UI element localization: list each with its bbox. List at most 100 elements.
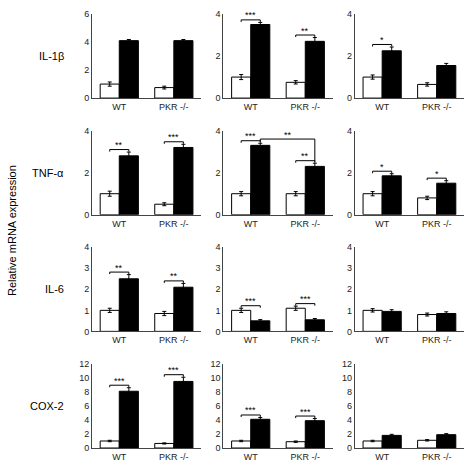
svg-text:4: 4 <box>84 126 89 136</box>
svg-text:4: 4 <box>216 415 221 425</box>
svg-text:PKR -/-: PKR -/- <box>422 219 452 229</box>
svg-text:3: 3 <box>347 263 352 273</box>
svg-text:0: 0 <box>347 443 352 453</box>
svg-text:WT: WT <box>375 452 389 462</box>
svg-text:0: 0 <box>84 210 89 220</box>
svg-text:WT: WT <box>244 219 258 229</box>
svg-text:***: *** <box>168 132 179 142</box>
svg-text:10: 10 <box>342 373 352 383</box>
svg-text:8: 8 <box>216 387 221 397</box>
svg-text:10: 10 <box>79 373 89 383</box>
svg-text:4: 4 <box>84 242 89 252</box>
svg-text:2: 2 <box>84 65 89 75</box>
svg-text:8: 8 <box>347 387 352 397</box>
svg-text:2: 2 <box>84 284 89 294</box>
svg-text:6: 6 <box>216 401 221 411</box>
svg-text:PKR -/-: PKR -/- <box>422 452 452 462</box>
svg-text:4: 4 <box>216 126 221 136</box>
svg-text:6: 6 <box>84 9 89 19</box>
svg-text:2: 2 <box>347 168 352 178</box>
svg-text:***: *** <box>245 10 256 20</box>
svg-text:***: *** <box>300 294 311 304</box>
svg-text:WT: WT <box>112 452 126 462</box>
svg-text:0: 0 <box>347 93 352 103</box>
svg-text:4: 4 <box>216 9 221 19</box>
svg-text:**: ** <box>284 130 292 140</box>
svg-text:0: 0 <box>84 327 89 337</box>
svg-text:4: 4 <box>347 9 352 19</box>
svg-text:TNF-α: TNF-α <box>32 167 64 179</box>
svg-text:COX-2: COX-2 <box>30 400 64 412</box>
svg-text:**: ** <box>170 271 178 281</box>
svg-text:PKR -/-: PKR -/- <box>159 219 189 229</box>
svg-text:4: 4 <box>216 242 221 252</box>
svg-text:0: 0 <box>347 210 352 220</box>
svg-text:PKR -/-: PKR -/- <box>159 335 189 345</box>
svg-text:PKR -/-: PKR -/- <box>159 452 189 462</box>
svg-text:12: 12 <box>211 359 221 369</box>
svg-text:*: * <box>380 162 384 172</box>
svg-text:Relative mRNA expression: Relative mRNA expression <box>6 165 18 296</box>
svg-text:2: 2 <box>216 429 221 439</box>
svg-text:WT: WT <box>375 335 389 345</box>
svg-text:4: 4 <box>347 242 352 252</box>
svg-text:PKR -/-: PKR -/- <box>291 335 321 345</box>
svg-text:*: * <box>435 169 439 179</box>
svg-text:PKR -/-: PKR -/- <box>422 335 452 345</box>
svg-text:WT: WT <box>112 335 126 345</box>
svg-text:***: *** <box>245 296 256 306</box>
svg-text:0: 0 <box>216 210 221 220</box>
svg-text:**: ** <box>301 151 309 161</box>
svg-text:PKR -/-: PKR -/- <box>422 102 452 112</box>
svg-text:PKR -/-: PKR -/- <box>291 219 321 229</box>
svg-text:0: 0 <box>216 93 221 103</box>
svg-text:3: 3 <box>84 263 89 273</box>
svg-text:6: 6 <box>347 401 352 411</box>
svg-text:WT: WT <box>112 219 126 229</box>
svg-text:2: 2 <box>347 51 352 61</box>
svg-text:IL-6: IL-6 <box>45 283 64 295</box>
svg-text:0: 0 <box>216 327 221 337</box>
svg-text:4: 4 <box>347 415 352 425</box>
svg-text:2: 2 <box>347 284 352 294</box>
svg-text:WT: WT <box>375 219 389 229</box>
svg-text:2: 2 <box>84 168 89 178</box>
svg-text:0: 0 <box>84 443 89 453</box>
svg-text:8: 8 <box>84 387 89 397</box>
svg-text:2: 2 <box>216 168 221 178</box>
svg-text:4: 4 <box>84 415 89 425</box>
svg-text:0: 0 <box>347 327 352 337</box>
svg-text:WT: WT <box>112 102 126 112</box>
svg-text:***: *** <box>245 405 256 415</box>
svg-text:1: 1 <box>347 305 352 315</box>
svg-text:**: ** <box>115 140 123 150</box>
svg-text:***: *** <box>114 376 125 386</box>
svg-text:WT: WT <box>244 335 258 345</box>
svg-text:2: 2 <box>216 51 221 61</box>
svg-text:***: *** <box>245 131 256 141</box>
svg-text:0: 0 <box>84 93 89 103</box>
svg-text:IL-1β: IL-1β <box>39 50 64 62</box>
svg-text:2: 2 <box>216 284 221 294</box>
svg-text:1: 1 <box>216 305 221 315</box>
svg-text:0: 0 <box>216 443 221 453</box>
svg-text:***: *** <box>300 407 311 417</box>
svg-text:3: 3 <box>216 263 221 273</box>
svg-text:*: * <box>380 35 384 45</box>
svg-text:WT: WT <box>375 102 389 112</box>
svg-text:PKR -/-: PKR -/- <box>159 102 189 112</box>
svg-text:10: 10 <box>211 373 221 383</box>
svg-text:PKR -/-: PKR -/- <box>291 102 321 112</box>
svg-text:12: 12 <box>79 359 89 369</box>
svg-text:***: *** <box>168 365 179 375</box>
svg-text:PKR -/-: PKR -/- <box>291 452 321 462</box>
svg-text:**: ** <box>301 26 309 36</box>
svg-text:2: 2 <box>347 429 352 439</box>
svg-text:WT: WT <box>244 102 258 112</box>
svg-text:1: 1 <box>84 305 89 315</box>
svg-text:**: ** <box>115 263 123 273</box>
svg-text:4: 4 <box>347 126 352 136</box>
svg-text:6: 6 <box>84 401 89 411</box>
svg-text:WT: WT <box>244 452 258 462</box>
svg-text:4: 4 <box>84 37 89 47</box>
